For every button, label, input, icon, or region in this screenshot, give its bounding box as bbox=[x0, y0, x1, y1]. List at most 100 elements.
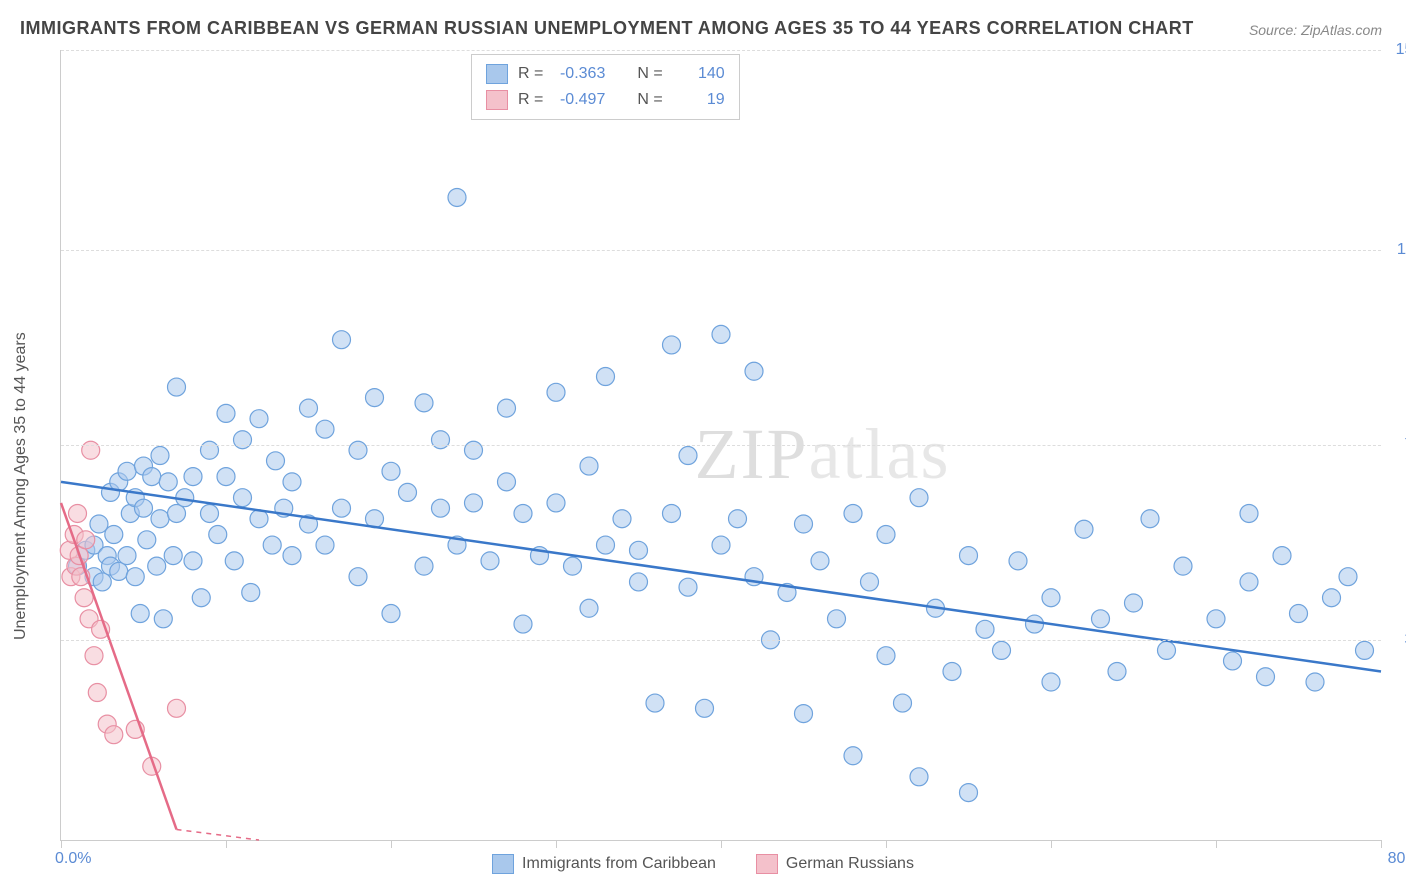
data-point bbox=[630, 573, 648, 591]
data-point bbox=[184, 468, 202, 486]
data-point bbox=[877, 526, 895, 544]
stats-row-caribbean: R = -0.363 N = 140 bbox=[486, 61, 725, 87]
data-point bbox=[1290, 605, 1308, 623]
legend-label-caribbean: Immigrants from Caribbean bbox=[522, 855, 716, 873]
source-attribution: Source: ZipAtlas.com bbox=[1249, 22, 1382, 38]
data-point bbox=[1108, 662, 1126, 680]
data-point bbox=[1075, 520, 1093, 538]
data-point bbox=[283, 473, 301, 491]
data-point bbox=[105, 526, 123, 544]
data-point bbox=[263, 536, 281, 554]
data-point bbox=[143, 468, 161, 486]
data-point bbox=[382, 462, 400, 480]
data-point bbox=[514, 504, 532, 522]
data-point bbox=[217, 468, 235, 486]
data-point bbox=[1042, 589, 1060, 607]
data-point bbox=[498, 473, 516, 491]
r-value-caribbean: -0.363 bbox=[553, 61, 605, 87]
data-point bbox=[201, 504, 219, 522]
data-point bbox=[498, 399, 516, 417]
data-point bbox=[75, 589, 93, 607]
data-point bbox=[105, 726, 123, 744]
data-point bbox=[976, 620, 994, 638]
data-point bbox=[250, 410, 268, 428]
data-point bbox=[1141, 510, 1159, 528]
data-point bbox=[82, 441, 100, 459]
data-point bbox=[110, 562, 128, 580]
data-point bbox=[131, 605, 149, 623]
data-point bbox=[943, 662, 961, 680]
data-point bbox=[1273, 547, 1291, 565]
y-tick-label: 11.2% bbox=[1397, 241, 1406, 259]
trend-line bbox=[61, 482, 1381, 672]
data-point bbox=[795, 515, 813, 533]
y-axis-label: Unemployment Among Ages 35 to 44 years bbox=[12, 332, 30, 640]
data-point bbox=[77, 531, 95, 549]
data-point bbox=[547, 383, 565, 401]
data-point bbox=[679, 578, 697, 596]
data-point bbox=[663, 336, 681, 354]
data-point bbox=[366, 389, 384, 407]
data-point bbox=[712, 536, 730, 554]
x-tick bbox=[391, 840, 392, 848]
swatch-german-icon bbox=[756, 854, 778, 874]
chart-title: IMMIGRANTS FROM CARIBBEAN VS GERMAN RUSS… bbox=[20, 18, 1194, 39]
data-point bbox=[1125, 594, 1143, 612]
r-label: R = bbox=[518, 61, 543, 87]
data-point bbox=[201, 441, 219, 459]
data-point bbox=[844, 747, 862, 765]
data-point bbox=[267, 452, 285, 470]
data-point bbox=[1026, 615, 1044, 633]
legend-label-german: German Russians bbox=[786, 855, 914, 873]
data-point bbox=[630, 541, 648, 559]
data-point bbox=[1306, 673, 1324, 691]
x-tick bbox=[61, 840, 62, 848]
data-point bbox=[580, 457, 598, 475]
data-point bbox=[993, 641, 1011, 659]
data-point bbox=[877, 647, 895, 665]
data-point bbox=[148, 557, 166, 575]
data-point bbox=[844, 504, 862, 522]
x-tick bbox=[721, 840, 722, 848]
data-point bbox=[432, 431, 450, 449]
data-point bbox=[1042, 673, 1060, 691]
gridline bbox=[61, 250, 1381, 251]
x-tick bbox=[1216, 840, 1217, 848]
data-point bbox=[415, 394, 433, 412]
data-point bbox=[894, 694, 912, 712]
data-point bbox=[164, 547, 182, 565]
data-point bbox=[960, 547, 978, 565]
data-point bbox=[1240, 573, 1258, 591]
data-point bbox=[154, 610, 172, 628]
data-point bbox=[960, 784, 978, 802]
legend-item-caribbean: Immigrants from Caribbean bbox=[492, 854, 716, 874]
n-label: N = bbox=[637, 87, 662, 113]
data-point bbox=[168, 378, 186, 396]
data-point bbox=[234, 489, 252, 507]
data-point bbox=[597, 368, 615, 386]
data-point bbox=[69, 504, 87, 522]
swatch-caribbean-icon bbox=[492, 854, 514, 874]
data-point bbox=[333, 331, 351, 349]
stats-legend: R = -0.363 N = 140 R = -0.497 N = 19 bbox=[471, 54, 740, 120]
data-point bbox=[795, 705, 813, 723]
data-point bbox=[126, 568, 144, 586]
x-tick bbox=[886, 840, 887, 848]
data-point bbox=[151, 447, 169, 465]
data-point bbox=[1323, 589, 1341, 607]
data-point bbox=[547, 494, 565, 512]
data-point bbox=[712, 325, 730, 343]
data-point bbox=[159, 473, 177, 491]
data-point bbox=[1224, 652, 1242, 670]
data-point bbox=[168, 699, 186, 717]
data-point bbox=[696, 699, 714, 717]
n-label: N = bbox=[637, 61, 662, 87]
data-point bbox=[349, 568, 367, 586]
swatch-caribbean bbox=[486, 64, 508, 84]
data-point bbox=[679, 447, 697, 465]
x-tick bbox=[1051, 840, 1052, 848]
n-value-german: 19 bbox=[673, 87, 725, 113]
data-point bbox=[465, 494, 483, 512]
data-point bbox=[93, 573, 111, 591]
n-value-caribbean: 140 bbox=[673, 61, 725, 87]
